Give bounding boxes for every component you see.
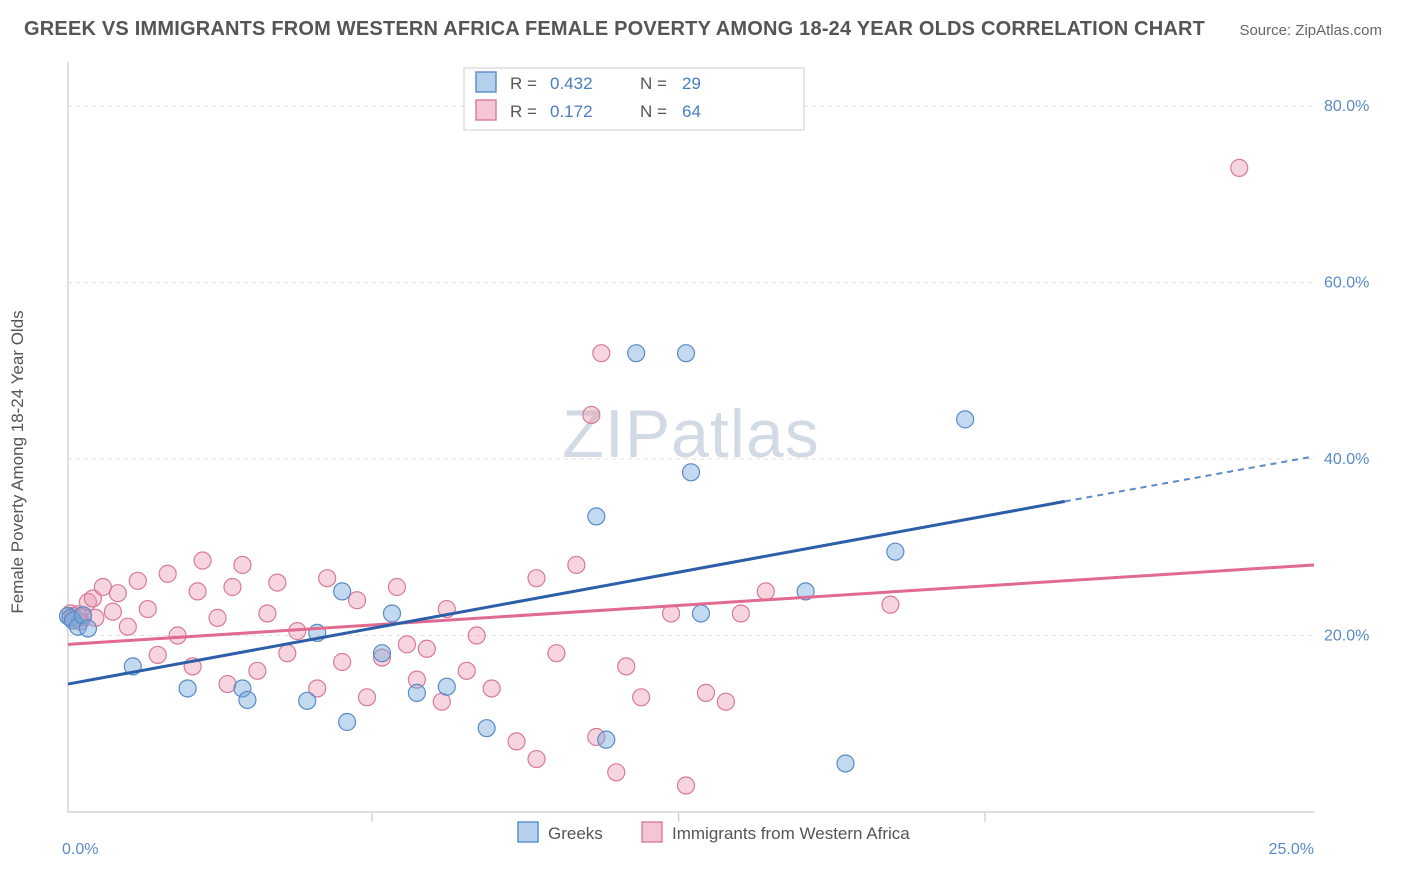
legend-r-label: R =	[510, 102, 537, 121]
data-point-immigrants_wa	[398, 636, 415, 653]
chart-svg: 20.0% 40.0% 60.0% 80.0% ZIPatlas 0.0% 25.0% R =…	[24, 52, 1382, 872]
data-point-immigrants_wa	[433, 693, 450, 710]
data-point-immigrants_wa	[109, 585, 126, 602]
data-point-greeks	[383, 605, 400, 622]
legend-series-label: Immigrants from Western Africa	[672, 824, 910, 843]
data-point-immigrants_wa	[697, 684, 714, 701]
data-point-greeks	[339, 714, 356, 731]
trendline-pink	[68, 565, 1314, 644]
data-point-immigrants_wa	[249, 662, 266, 679]
y-tick-label: 80.0%	[1324, 98, 1369, 115]
data-point-immigrants_wa	[732, 605, 749, 622]
data-point-immigrants_wa	[209, 609, 226, 626]
data-point-greeks	[373, 645, 390, 662]
data-point-immigrants_wa	[608, 764, 625, 781]
data-point-greeks	[957, 411, 974, 428]
data-point-immigrants_wa	[757, 583, 774, 600]
data-point-greeks	[692, 605, 709, 622]
trendline-blue	[68, 501, 1065, 684]
data-point-immigrants_wa	[528, 751, 545, 768]
data-point-greeks	[478, 720, 495, 737]
data-point-immigrants_wa	[159, 565, 176, 582]
data-point-immigrants_wa	[483, 680, 500, 697]
data-point-immigrants_wa	[259, 605, 276, 622]
data-point-immigrants_wa	[568, 556, 585, 573]
legend-swatch	[476, 100, 496, 120]
data-point-immigrants_wa	[359, 689, 376, 706]
data-point-greeks	[239, 691, 256, 708]
data-point-immigrants_wa	[279, 645, 296, 662]
data-point-greeks	[837, 755, 854, 772]
legend-n-value: 29	[682, 74, 701, 93]
data-point-greeks	[408, 684, 425, 701]
data-point-immigrants_wa	[508, 733, 525, 750]
data-point-immigrants_wa	[1231, 159, 1248, 176]
data-point-immigrants_wa	[334, 654, 351, 671]
watermark: ZIPatlas	[562, 396, 819, 472]
correlation-chart: Female Poverty Among 18-24 Year Olds 20.…	[24, 52, 1382, 872]
data-point-immigrants_wa	[119, 618, 136, 635]
data-point-immigrants_wa	[548, 645, 565, 662]
data-point-greeks	[887, 543, 904, 560]
data-point-immigrants_wa	[678, 777, 695, 794]
data-point-greeks	[299, 692, 316, 709]
data-point-greeks	[79, 620, 96, 637]
data-point-greeks	[678, 345, 695, 362]
data-point-greeks	[588, 508, 605, 525]
data-point-immigrants_wa	[219, 676, 236, 693]
legend-r-label: R =	[510, 74, 537, 93]
data-point-greeks	[683, 464, 700, 481]
source-attribution: Source: ZipAtlas.com	[1239, 22, 1382, 39]
legend-n-label: N =	[640, 102, 667, 121]
page-title: GREEK VS IMMIGRANTS FROM WESTERN AFRICA …	[24, 18, 1205, 41]
header: GREEK VS IMMIGRANTS FROM WESTERN AFRICA …	[0, 0, 1406, 41]
data-point-greeks	[179, 680, 196, 697]
y-tick-label: 60.0%	[1324, 275, 1369, 292]
x-tick-label: 25.0%	[1269, 841, 1314, 858]
trendline-blue-extrapolated	[1065, 456, 1314, 501]
data-point-immigrants_wa	[129, 572, 146, 589]
data-point-greeks	[628, 345, 645, 362]
data-point-immigrants_wa	[189, 583, 206, 600]
data-point-immigrants_wa	[194, 552, 211, 569]
data-point-immigrants_wa	[618, 658, 635, 675]
legend-series-label: Greeks	[548, 824, 603, 843]
data-point-immigrants_wa	[149, 646, 166, 663]
data-point-immigrants_wa	[224, 579, 241, 596]
legend-swatch	[642, 822, 662, 842]
data-point-greeks	[598, 731, 615, 748]
data-point-immigrants_wa	[468, 627, 485, 644]
data-point-immigrants_wa	[139, 601, 156, 618]
legend-n-label: N =	[640, 74, 667, 93]
legend-swatch	[476, 72, 496, 92]
data-point-immigrants_wa	[319, 570, 336, 587]
data-point-immigrants_wa	[458, 662, 475, 679]
data-point-greeks	[438, 678, 455, 695]
y-tick-label: 20.0%	[1324, 628, 1369, 645]
x-tick-label: 0.0%	[62, 841, 98, 858]
data-point-immigrants_wa	[717, 693, 734, 710]
legend-swatch	[518, 822, 538, 842]
data-point-immigrants_wa	[528, 570, 545, 587]
data-point-immigrants_wa	[104, 603, 121, 620]
data-point-immigrants_wa	[583, 406, 600, 423]
data-point-immigrants_wa	[269, 574, 286, 591]
data-point-greeks	[334, 583, 351, 600]
data-point-immigrants_wa	[418, 640, 435, 657]
data-point-immigrants_wa	[349, 592, 366, 609]
data-point-immigrants_wa	[882, 596, 899, 613]
data-point-immigrants_wa	[234, 556, 251, 573]
legend-r-value: 0.432	[550, 74, 593, 93]
data-point-immigrants_wa	[633, 689, 650, 706]
legend-n-value: 64	[682, 102, 701, 121]
legend-r-value: 0.172	[550, 102, 593, 121]
y-axis-label: Female Poverty Among 18-24 Year Olds	[8, 310, 28, 613]
y-tick-label: 40.0%	[1324, 451, 1369, 468]
data-point-immigrants_wa	[388, 579, 405, 596]
data-point-immigrants_wa	[593, 345, 610, 362]
